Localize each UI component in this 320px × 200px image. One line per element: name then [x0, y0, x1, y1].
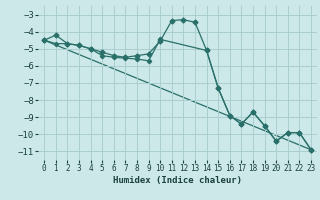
X-axis label: Humidex (Indice chaleur): Humidex (Indice chaleur)	[113, 176, 242, 185]
